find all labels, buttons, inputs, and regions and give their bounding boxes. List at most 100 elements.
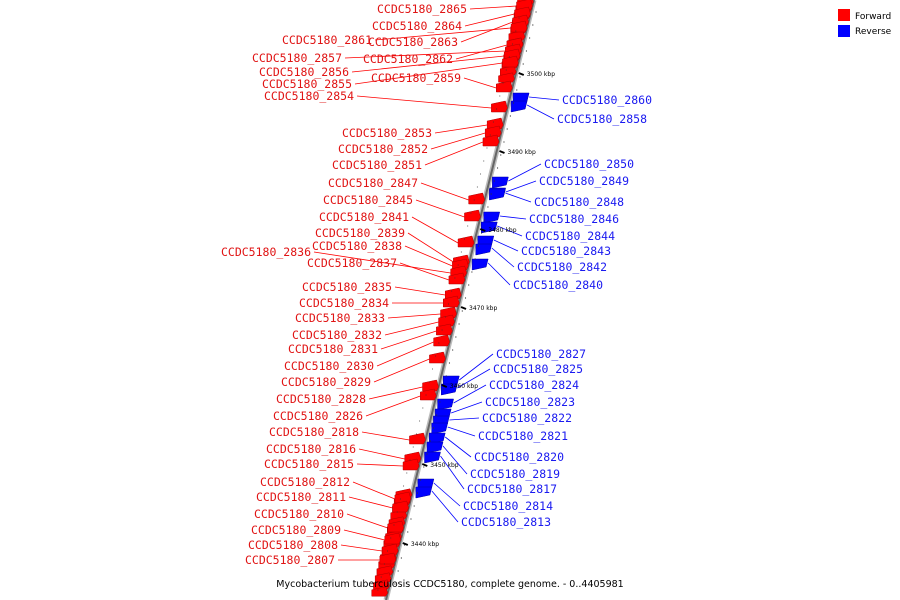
- forward-gene-label[interactable]: CCDC5180_2831: [288, 342, 378, 356]
- forward-gene-feature[interactable]: [468, 192, 485, 205]
- forward-gene-label[interactable]: CCDC5180_2859: [371, 71, 461, 85]
- reverse-gene-feature[interactable]: [428, 432, 446, 445]
- forward-gene-label[interactable]: CCDC5180_2812: [260, 475, 350, 489]
- forward-gene-feature[interactable]: [409, 432, 426, 445]
- forward-gene-label[interactable]: CCDC5180_2832: [292, 328, 382, 342]
- reverse-gene-feature[interactable]: [471, 258, 489, 271]
- forward-gene-label[interactable]: CCDC5180_2833: [295, 311, 385, 325]
- forward-gene-label[interactable]: CCDC5180_2854: [264, 89, 354, 103]
- reverse-gene-feature[interactable]: [437, 398, 454, 411]
- forward-gene-feature[interactable]: [510, 20, 528, 33]
- reverse-gene-label[interactable]: CCDC5180_2843: [521, 244, 611, 258]
- reverse-gene-label[interactable]: CCDC5180_2844: [525, 229, 615, 243]
- forward-gene-label[interactable]: CCDC5180_2865: [377, 2, 467, 16]
- forward-gene-feature[interactable]: [429, 351, 446, 364]
- forward-gene-feature[interactable]: [436, 323, 453, 336]
- forward-gene-label[interactable]: CCDC5180_2811: [256, 490, 346, 504]
- forward-gene-feature[interactable]: [457, 235, 475, 248]
- reverse-gene-label[interactable]: CCDC5180_2850: [544, 157, 634, 171]
- forward-gene-feature[interactable]: [381, 543, 399, 556]
- reverse-gene-label[interactable]: CCDC5180_2814: [463, 499, 553, 513]
- forward-gene-feature[interactable]: [443, 295, 460, 308]
- forward-gene-feature[interactable]: [464, 209, 481, 222]
- forward-gene-label[interactable]: CCDC5180_2852: [338, 142, 428, 156]
- forward-gene-feature[interactable]: [392, 500, 409, 513]
- reverse-gene-label[interactable]: CCDC5180_2823: [485, 395, 575, 409]
- forward-gene-feature[interactable]: [482, 134, 500, 147]
- forward-gene-feature[interactable]: [384, 532, 402, 545]
- forward-gene-feature[interactable]: [448, 272, 466, 285]
- reverse-gene-label[interactable]: CCDC5180_2842: [517, 260, 607, 274]
- forward-gene-label[interactable]: CCDC5180_2856: [259, 65, 349, 79]
- forward-gene-label[interactable]: CCDC5180_2853: [342, 126, 432, 140]
- forward-gene-label[interactable]: CCDC5180_2857: [252, 51, 342, 65]
- forward-gene-label[interactable]: CCDC5180_2838: [312, 239, 402, 253]
- forward-gene-feature[interactable]: [496, 80, 513, 93]
- forward-gene-label[interactable]: CCDC5180_2864: [372, 19, 462, 33]
- forward-gene-feature[interactable]: [438, 314, 455, 327]
- forward-gene-label[interactable]: CCDC5180_2826: [273, 409, 363, 423]
- forward-gene-feature[interactable]: [420, 388, 437, 401]
- reverse-gene-label[interactable]: CCDC5180_2820: [474, 450, 564, 464]
- forward-gene-feature[interactable]: [498, 72, 515, 83]
- forward-gene-label[interactable]: CCDC5180_2839: [315, 226, 405, 240]
- forward-gene-label[interactable]: CCDC5180_2809: [251, 523, 341, 537]
- minor-tick: [397, 570, 399, 572]
- forward-gene-label[interactable]: CCDC5180_2841: [319, 210, 409, 224]
- forward-gene-label[interactable]: CCDC5180_2855: [262, 77, 352, 91]
- forward-gene-feature[interactable]: [484, 125, 502, 138]
- reverse-gene-label[interactable]: CCDC5180_2860: [562, 93, 652, 107]
- forward-gene-feature[interactable]: [387, 520, 405, 533]
- reverse-gene-feature[interactable]: [431, 422, 448, 435]
- forward-gene-feature[interactable]: [433, 334, 450, 347]
- minor-tick: [471, 271, 473, 273]
- reverse-gene-feature[interactable]: [492, 176, 509, 189]
- forward-gene-label[interactable]: CCDC5180_2829: [281, 375, 371, 389]
- reverse-gene-label[interactable]: CCDC5180_2813: [461, 515, 551, 529]
- forward-gene-label[interactable]: CCDC5180_2810: [254, 507, 344, 521]
- forward-gene-feature[interactable]: [371, 586, 389, 597]
- forward-gene-feature[interactable]: [379, 552, 397, 565]
- forward-gene-feature[interactable]: [394, 491, 412, 504]
- reverse-gene-label[interactable]: CCDC5180_2827: [496, 347, 586, 361]
- reverse-gene-label[interactable]: CCDC5180_2821: [478, 429, 568, 443]
- forward-gene-label[interactable]: CCDC5180_2835: [302, 280, 392, 294]
- reverse-gene-feature[interactable]: [426, 441, 444, 454]
- forward-gene-label[interactable]: CCDC5180_2834: [299, 296, 389, 310]
- reverse-gene-feature[interactable]: [415, 486, 433, 499]
- forward-gene-label[interactable]: CCDC5180_2807: [245, 553, 335, 567]
- forward-gene-feature[interactable]: [502, 55, 519, 68]
- forward-gene-label[interactable]: CCDC5180_2818: [269, 425, 359, 439]
- forward-gene-label[interactable]: CCDC5180_2845: [323, 193, 413, 207]
- forward-gene-feature[interactable]: [491, 100, 508, 113]
- reverse-gene-feature[interactable]: [424, 451, 441, 464]
- forward-gene-label[interactable]: CCDC5180_2863: [368, 35, 458, 49]
- forward-gene-label[interactable]: CCDC5180_2830: [284, 359, 374, 373]
- forward-gene-label[interactable]: CCDC5180_2847: [328, 176, 418, 190]
- reverse-gene-label[interactable]: CCDC5180_2825: [493, 362, 583, 376]
- reverse-gene-label[interactable]: CCDC5180_2822: [482, 411, 572, 425]
- forward-gene-label[interactable]: CCDC5180_2815: [264, 457, 354, 471]
- reverse-gene-label[interactable]: CCDC5180_2840: [513, 278, 603, 292]
- forward-gene-label[interactable]: CCDC5180_2837: [307, 256, 397, 270]
- forward-gene-label[interactable]: CCDC5180_2862: [363, 52, 453, 66]
- reverse-gene-label[interactable]: CCDC5180_2858: [557, 112, 647, 126]
- reverse-gene-feature[interactable]: [483, 211, 501, 224]
- forward-gene-label[interactable]: CCDC5180_2851: [332, 158, 422, 172]
- forward-gene-label[interactable]: CCDC5180_2861: [282, 33, 372, 47]
- reverse-gene-label[interactable]: CCDC5180_2848: [534, 195, 624, 209]
- reverse-gene-label[interactable]: CCDC5180_2824: [489, 378, 579, 392]
- reverse-gene-label[interactable]: CCDC5180_2846: [529, 212, 619, 226]
- forward-gene-label[interactable]: CCDC5180_2828: [276, 392, 366, 406]
- forward-gene-label[interactable]: CCDC5180_2816: [266, 442, 356, 456]
- reverse-gene-feature[interactable]: [510, 100, 528, 113]
- reverse-gene-label[interactable]: CCDC5180_2819: [470, 467, 560, 481]
- reverse-gene-feature[interactable]: [475, 243, 493, 256]
- forward-gene-label[interactable]: CCDC5180_2808: [248, 538, 338, 552]
- reverse-gene-feature[interactable]: [489, 188, 506, 201]
- reverse-gene-label[interactable]: CCDC5180_2849: [539, 174, 629, 188]
- reverse-gene-label[interactable]: CCDC5180_2817: [467, 482, 557, 496]
- forward-gene-feature[interactable]: [422, 379, 439, 392]
- forward-gene-feature[interactable]: [402, 458, 420, 471]
- forward-gene-label[interactable]: CCDC5180_2836: [221, 245, 311, 259]
